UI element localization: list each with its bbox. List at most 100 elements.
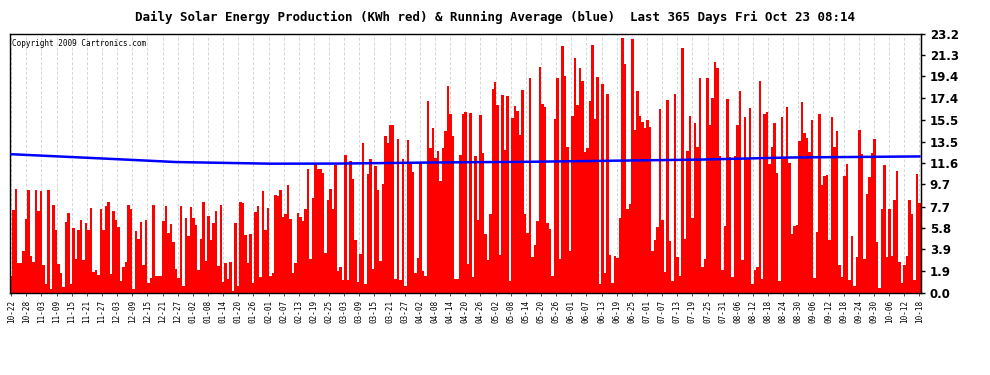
Bar: [656, 226, 658, 292]
Bar: [110, 274, 112, 292]
Bar: [868, 177, 871, 292]
Bar: [632, 39, 634, 292]
Bar: [663, 272, 666, 292]
Bar: [806, 138, 809, 292]
Bar: [893, 200, 896, 292]
Bar: [309, 259, 312, 292]
Bar: [40, 191, 43, 292]
Bar: [159, 276, 162, 292]
Bar: [28, 190, 30, 292]
Bar: [871, 153, 873, 292]
Bar: [59, 273, 62, 292]
Bar: [522, 90, 524, 292]
Bar: [122, 267, 125, 292]
Bar: [831, 117, 834, 292]
Text: Copyright 2009 Cartronics.com: Copyright 2009 Cartronics.com: [12, 39, 146, 48]
Bar: [169, 224, 172, 292]
Bar: [676, 257, 679, 292]
Bar: [524, 214, 527, 292]
Bar: [192, 218, 195, 292]
Bar: [77, 230, 80, 292]
Bar: [699, 78, 701, 292]
Bar: [325, 253, 327, 292]
Bar: [471, 277, 474, 292]
Bar: [843, 176, 845, 292]
Bar: [855, 256, 858, 292]
Bar: [778, 281, 781, 292]
Bar: [461, 114, 464, 292]
Bar: [561, 46, 564, 292]
Text: Daily Solar Energy Production (KWh red) & Running Average (blue)  Last 365 Days : Daily Solar Energy Production (KWh red) …: [135, 11, 855, 24]
Bar: [481, 153, 484, 292]
Bar: [556, 78, 559, 292]
Bar: [916, 174, 918, 292]
Bar: [721, 270, 724, 292]
Bar: [287, 185, 289, 292]
Bar: [205, 261, 207, 292]
Bar: [821, 185, 824, 292]
Bar: [591, 45, 594, 292]
Bar: [816, 231, 819, 292]
Bar: [87, 230, 90, 292]
Bar: [486, 260, 489, 292]
Bar: [644, 128, 646, 292]
Bar: [606, 94, 609, 292]
Bar: [469, 112, 471, 292]
Bar: [911, 214, 913, 292]
Bar: [491, 89, 494, 292]
Bar: [332, 210, 335, 292]
Bar: [646, 120, 648, 292]
Bar: [384, 136, 387, 292]
Bar: [704, 259, 706, 292]
Bar: [292, 273, 294, 292]
Bar: [788, 163, 791, 292]
Bar: [841, 277, 843, 292]
Bar: [622, 38, 624, 292]
Bar: [888, 209, 891, 292]
Bar: [135, 231, 138, 292]
Bar: [95, 270, 97, 292]
Bar: [839, 265, 841, 292]
Bar: [791, 234, 793, 292]
Bar: [763, 114, 766, 292]
Bar: [222, 282, 225, 292]
Bar: [619, 217, 622, 292]
Bar: [594, 120, 596, 292]
Bar: [679, 276, 681, 292]
Bar: [392, 125, 394, 292]
Bar: [701, 267, 704, 292]
Bar: [589, 100, 591, 292]
Bar: [566, 147, 569, 292]
Bar: [399, 280, 402, 292]
Bar: [584, 152, 586, 292]
Bar: [152, 205, 154, 292]
Bar: [356, 282, 359, 292]
Bar: [509, 281, 512, 292]
Bar: [407, 140, 409, 292]
Bar: [361, 143, 364, 292]
Bar: [504, 150, 507, 292]
Bar: [351, 179, 354, 292]
Bar: [62, 287, 64, 292]
Bar: [327, 200, 330, 292]
Bar: [866, 194, 868, 292]
Bar: [174, 270, 177, 292]
Bar: [429, 148, 432, 292]
Bar: [143, 266, 145, 292]
Bar: [494, 82, 497, 292]
Bar: [133, 290, 135, 292]
Bar: [648, 127, 651, 292]
Bar: [604, 273, 606, 292]
Bar: [235, 223, 237, 292]
Bar: [804, 133, 806, 292]
Bar: [906, 256, 908, 292]
Bar: [440, 181, 442, 292]
Bar: [684, 239, 686, 292]
Bar: [417, 258, 419, 292]
Bar: [748, 108, 751, 292]
Bar: [499, 255, 502, 292]
Bar: [783, 157, 786, 292]
Bar: [507, 96, 509, 292]
Bar: [739, 91, 742, 292]
Bar: [177, 278, 179, 292]
